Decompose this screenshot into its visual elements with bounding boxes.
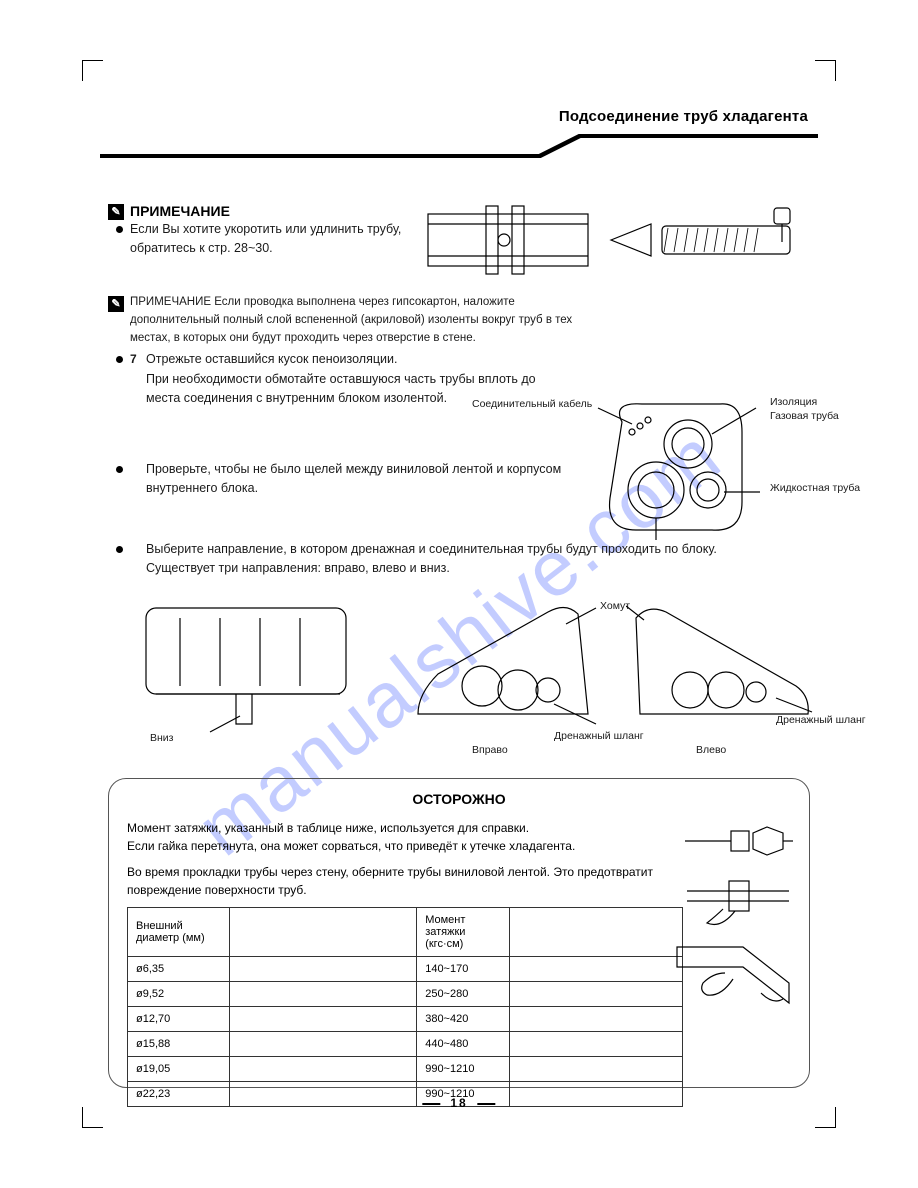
label-drain-hose: Дренажный шланг [776,714,866,726]
figure-wrench [683,873,793,929]
col-empty [230,908,417,957]
step-text: Проверьте, чтобы не было щелей между вин… [146,460,566,499]
caution-box: ОСТОРОЖНО Момент затяжки, указанный в та… [108,778,810,1088]
header-divider [100,130,818,160]
table-row: ø19,05990~1210 [128,1057,683,1082]
figure-tape-hands [673,939,793,1019]
note-heading: ПРИМЕЧАНИЕ [130,203,230,219]
col-torque: Момент затяжки (кгс·см) [417,908,509,957]
crop-mark [815,1107,836,1128]
crop-mark [82,60,103,81]
table-row: ø15,88440~480 [128,1032,683,1057]
note-icon: ✎ [108,296,124,312]
page-title: Подсоединение труб хладагента [559,108,808,125]
table-row: ø22,23990~1210 [128,1082,683,1107]
label-gas-pipe: Газовая труба [770,410,839,422]
caution-title: ОСТОРОЖНО [412,791,505,807]
torque-table: Внешний диаметр (мм) Момент затяжки (кгс… [127,907,683,1107]
figure-pipe-wrap [426,202,816,282]
label-left: Влево [696,744,726,756]
note-text: Если Вы хотите укоротить или удлинить тр… [130,220,410,259]
figure-unit-rear [140,594,360,744]
label-insulation: Изоляция [770,396,817,408]
page-number: 18 [412,1096,505,1110]
label-right: Вправо [472,744,508,756]
caution-line: Момент затяжки, указанный в таблице ниже… [127,819,667,837]
label-down: Вниз [150,732,173,744]
step-text: Отрежьте оставшийся кусок пеноизоляции. [146,350,566,369]
caution-line: Если гайка перетянута, она может сорвать… [127,837,667,855]
page: Подсоединение труб хладагента manualshiv… [0,0,918,1188]
table-row: ø9,52250~280 [128,982,683,1007]
bullet-icon [116,356,123,363]
table-row: Внешний диаметр (мм) Момент затяжки (кгс… [128,908,683,957]
crop-mark [815,60,836,81]
figure-cable-cross-section [592,392,762,542]
label-liquid-pipe: Жидкостная труба [770,482,860,494]
crop-mark [82,1107,103,1128]
table-row: ø6,35140~170 [128,957,683,982]
bullet-icon [116,466,123,473]
note-icon: ✎ [108,204,124,220]
figure-flare-nut [683,819,793,865]
table-row: ø12,70380~420 [128,1007,683,1032]
col-empty [509,908,682,957]
step-text: Выберите направление, в котором дренажна… [146,540,786,579]
bullet-icon [116,546,123,553]
small-note: ПРИМЕЧАНИЕ Если проводка выполнена через… [130,294,590,347]
col-diam: Внешний диаметр (мм) [128,908,230,957]
label-conn-cable: Соединительный кабель [472,398,592,410]
figure-route-right [398,594,598,744]
caution-line: Во время прокладки трубы через стену, об… [127,863,667,899]
bullet-icon [116,226,123,233]
